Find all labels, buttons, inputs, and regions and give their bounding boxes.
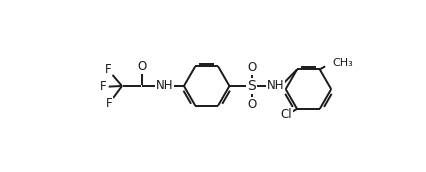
Text: O: O [247, 61, 256, 74]
Text: CH₃: CH₃ [332, 58, 353, 68]
Text: F: F [100, 80, 106, 93]
Text: F: F [105, 63, 112, 76]
Text: Cl: Cl [280, 108, 292, 121]
Text: S: S [247, 79, 256, 93]
Text: F: F [106, 97, 113, 110]
Text: O: O [137, 60, 146, 73]
Text: NH: NH [155, 79, 173, 93]
Text: O: O [247, 98, 256, 111]
Text: NH: NH [267, 79, 284, 93]
